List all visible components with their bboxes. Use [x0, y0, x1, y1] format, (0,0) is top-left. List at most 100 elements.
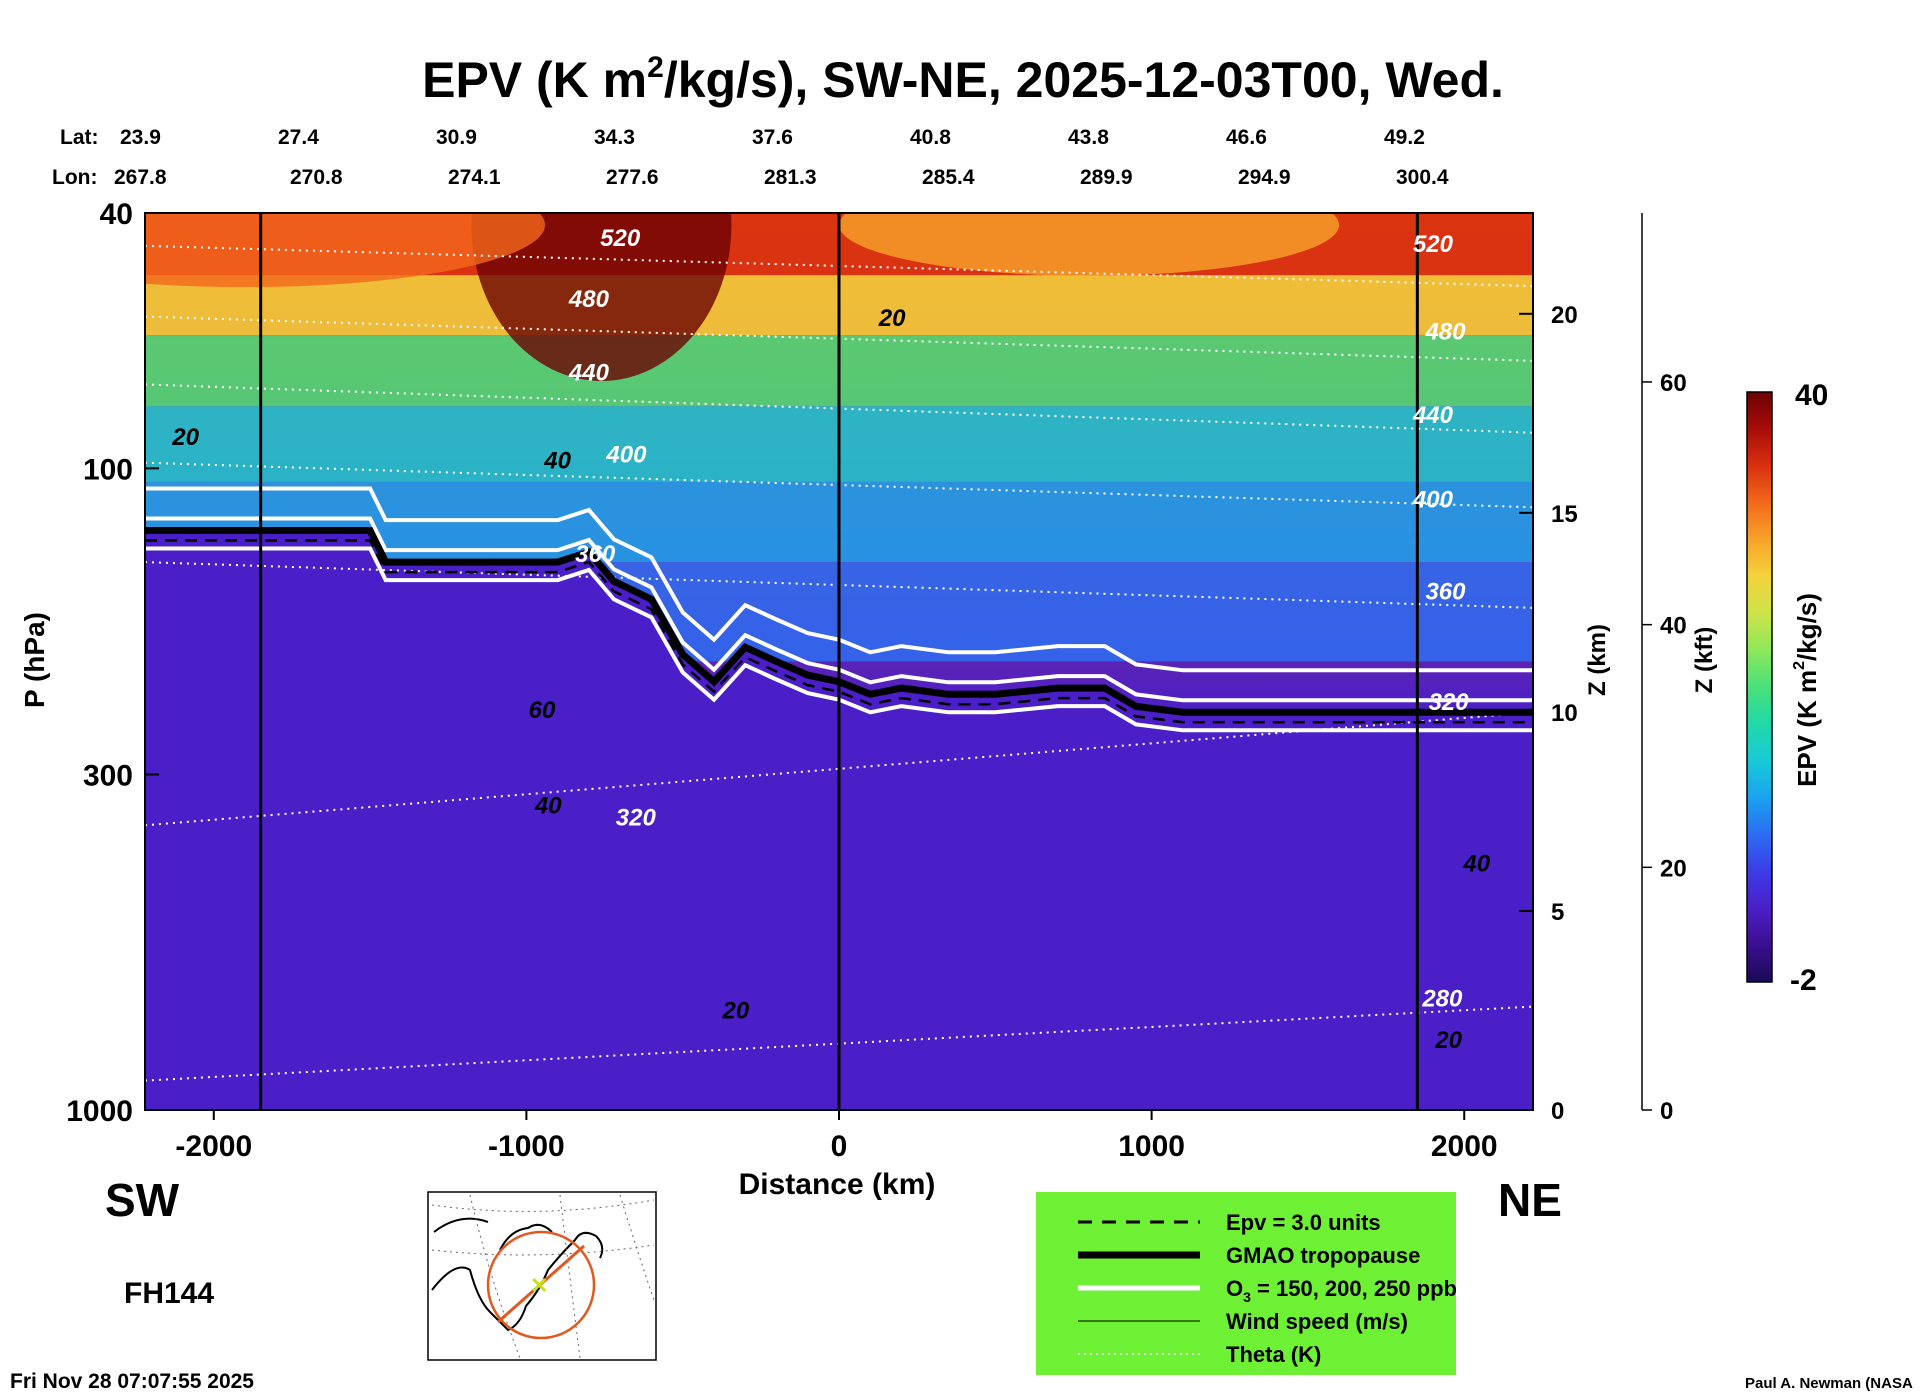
y-axis-title: P (hPa) — [19, 612, 50, 708]
wind-speed-label: 60 — [529, 697, 556, 724]
z-kft-tick-label: 40 — [1660, 613, 1687, 640]
theta-label: 520 — [600, 225, 641, 252]
z-km-tick-label: 20 — [1551, 302, 1578, 329]
theta-label: 320 — [616, 804, 657, 831]
wind-speed-label: 40 — [543, 447, 571, 474]
x-tick-label: 0 — [831, 1130, 848, 1163]
z-km-tick-label: 0 — [1551, 1098, 1564, 1125]
legend: Epv = 3.0 units GMAO tropopause O3 = 150, … — [1078, 1210, 1457, 1367]
colorbar-title: EPV (K m2/kg/s) — [1791, 593, 1822, 787]
forecast-hour: FH144 — [124, 1277, 214, 1310]
lat-tick-label: 23.9 — [120, 126, 161, 149]
lat-tick-label: 37.6 — [752, 126, 793, 149]
colorbar-max-label: 40 — [1795, 379, 1828, 412]
z-kft-tick-label: 60 — [1660, 370, 1687, 397]
legend-label: GMAO tropopause — [1226, 1243, 1420, 1268]
y-tick-label: 40 — [100, 198, 133, 231]
theta-label: 480 — [1424, 319, 1466, 346]
lat-tick-label: 43.8 — [1068, 126, 1109, 149]
lat-tick-label: 46.6 — [1226, 126, 1267, 149]
lon-tick-label: 294.9 — [1238, 166, 1291, 189]
ne-label: NE — [1498, 1174, 1562, 1226]
lat-tick-label: 40.8 — [910, 126, 951, 149]
inset-map-range-circle — [486, 1230, 596, 1340]
inset-map-graticule — [431, 1194, 655, 1359]
colorbar-min-label: -2 — [1790, 964, 1817, 997]
epv-patch — [145, 213, 546, 288]
legend-label: Theta (K) — [1226, 1342, 1321, 1367]
x-tick-label: 1000 — [1118, 1130, 1185, 1163]
wind-speed-label: 20 — [1434, 1027, 1462, 1054]
theta-label: 280 — [1421, 986, 1463, 1013]
z-km-axis-title: Z (km) — [1584, 624, 1611, 696]
epv-field — [145, 213, 1533, 1110]
lon-tick-label: 277.6 — [606, 166, 659, 189]
lat-tick-label: 34.3 — [594, 126, 635, 149]
y-tick-label: 1000 — [66, 1095, 133, 1128]
lat-tick-label: 49.2 — [1384, 126, 1425, 149]
y-tick-label: 100 — [83, 453, 133, 486]
theta-label: 480 — [568, 286, 610, 313]
z-km-tick-label: 5 — [1551, 899, 1564, 926]
ozone-contour — [145, 546, 1533, 733]
wind-speed-label: 40 — [1462, 851, 1490, 878]
x-tick-label: -2000 — [175, 1130, 252, 1163]
theta-label: 440 — [1412, 402, 1454, 429]
legend-label: Wind speed (m/s) — [1226, 1309, 1408, 1334]
x-axis: -2000 -1000 0 1000 2000 — [175, 1110, 1498, 1163]
x-tick-label: 2000 — [1431, 1130, 1498, 1163]
lat-lon-tick-labels: 23.9 267.8 27.4 270.8 30.9 274.1 34.3 277.6 37.6… — [114, 126, 1449, 189]
ozone-contour — [145, 516, 1533, 703]
theta-label: 320 — [1429, 689, 1470, 716]
legend-label: O3 = 150, 200, 250 ppb — [1226, 1276, 1457, 1305]
theta-contour — [144, 711, 1534, 827]
epv-patch — [839, 213, 1340, 276]
z-kft-axis: 0 20 40 60 — [1641, 213, 1687, 1125]
lat-tick-label: 27.4 — [278, 126, 319, 149]
contour-overlays: 520 480 440 400 360 320 520 480 440 400 360 320 280 2… — [144, 213, 1534, 1110]
epv-3-contour — [145, 539, 1533, 724]
wind-speed-label: 40 — [534, 792, 562, 819]
lon-tick-label: 281.3 — [764, 166, 817, 189]
lon-tick-label: 289.9 — [1080, 166, 1133, 189]
credit: Paul A. Newman (NASA — [1745, 1375, 1913, 1392]
lon-tick-label: 270.8 — [290, 166, 343, 189]
lon-tick-label: 300.4 — [1396, 166, 1449, 189]
theta-label: 360 — [575, 541, 616, 568]
timestamp: Fri Nov 28 07:07:55 2025 — [10, 1370, 254, 1393]
inset-map-section-line — [497, 1244, 585, 1324]
legend-label: Epv = 3.0 units — [1226, 1210, 1381, 1235]
ozone-contour — [145, 486, 1533, 673]
inset-map-center-marker: ✕ — [530, 1273, 548, 1298]
lon-tick-label: 285.4 — [922, 166, 975, 189]
theta-label: 360 — [1425, 578, 1466, 605]
epv-patch — [471, 213, 732, 381]
y-axis-pressure: 40 100 300 1000 — [66, 198, 159, 1128]
y-tick-label: 300 — [83, 759, 133, 792]
chart-title: EPV (K m2/kg/s), SW-NE, 2025-12-03T00, W… — [422, 51, 1504, 108]
wind-speed-label: 20 — [878, 305, 906, 332]
inset-map-coastline — [431, 1217, 604, 1332]
colorbar — [1746, 391, 1773, 983]
x-axis-title: Distance (km) — [739, 1168, 936, 1201]
lon-row-label: Lon: — [52, 166, 97, 189]
theta-label: 520 — [1413, 231, 1454, 258]
lon-tick-label: 267.8 — [114, 166, 167, 189]
z-km-tick-label: 10 — [1551, 700, 1578, 727]
wind-speed-label: 20 — [171, 424, 199, 451]
z-kft-axis-title: Z (kft) — [1691, 627, 1718, 694]
lat-tick-label: 30.9 — [436, 126, 477, 149]
z-km-axis: 0 5 10 15 20 — [1519, 302, 1578, 1125]
z-kft-tick-label: 20 — [1660, 855, 1687, 882]
wind-speed-label: 20 — [721, 997, 749, 1024]
theta-label: 400 — [1412, 486, 1454, 513]
lon-tick-label: 274.1 — [448, 166, 501, 189]
sw-label: SW — [105, 1174, 180, 1226]
gmao-tropopause — [145, 527, 1533, 716]
x-tick-label: -1000 — [488, 1130, 565, 1163]
inset-map: ✕ — [427, 1191, 657, 1361]
lat-row-label: Lat: — [60, 126, 99, 149]
z-kft-tick-label: 0 — [1660, 1098, 1673, 1125]
theta-label: 440 — [568, 360, 610, 387]
